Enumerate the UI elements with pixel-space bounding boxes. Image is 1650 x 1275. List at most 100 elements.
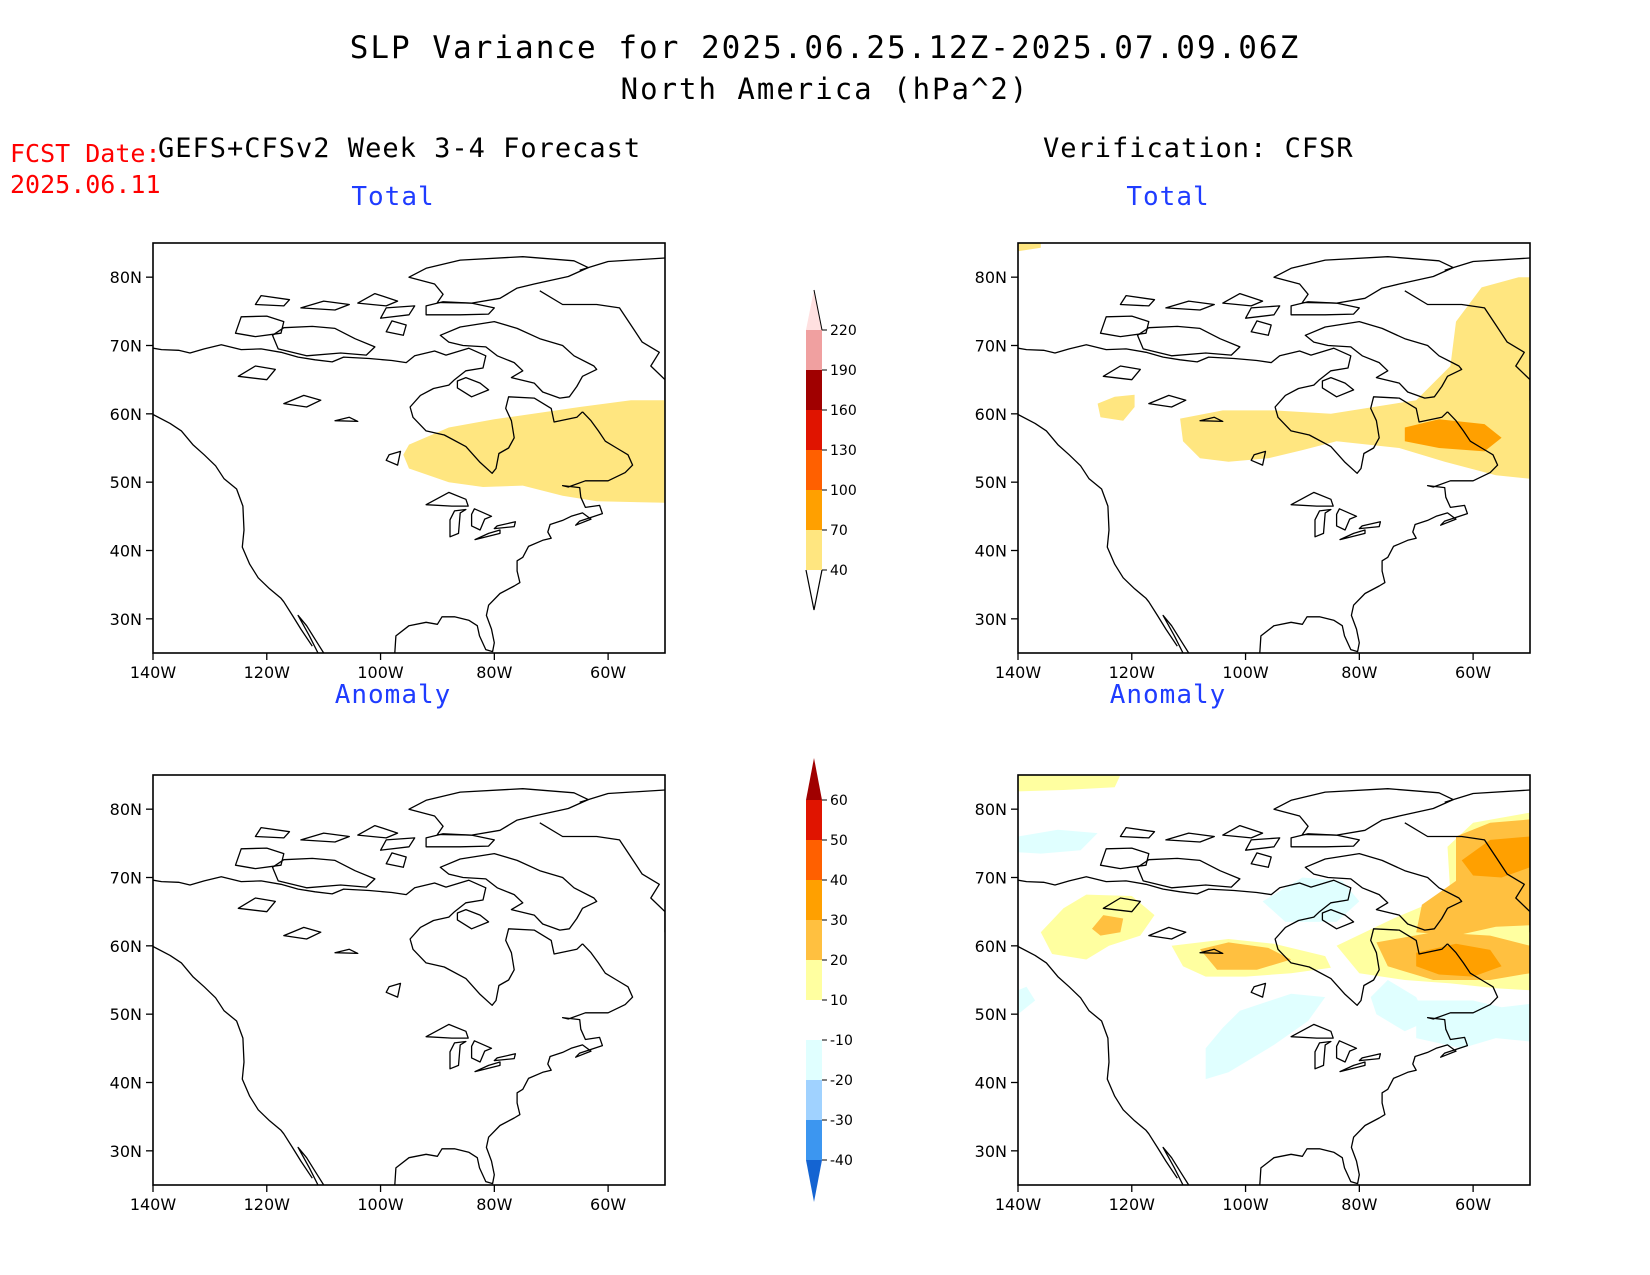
lake-outline xyxy=(425,491,469,507)
greenland-coast xyxy=(1404,290,1530,401)
coastline-gulf-california xyxy=(297,614,325,653)
lake-outline xyxy=(237,897,276,913)
lat-label: 70N xyxy=(975,869,1007,888)
lake-outline xyxy=(1314,1040,1332,1070)
baffin-island xyxy=(439,320,598,399)
arctic-island xyxy=(300,832,350,843)
lat-label: 50N xyxy=(110,1005,142,1024)
coastline-hudson-arctic xyxy=(1018,344,1448,474)
map-frame xyxy=(152,242,666,654)
southampton-island xyxy=(456,376,490,398)
lon-label: 60W xyxy=(590,1195,626,1214)
coastline-hudson-arctic xyxy=(153,876,583,1006)
lake-outline xyxy=(283,926,322,940)
coastline-east xyxy=(394,411,634,653)
lon-label: 100W xyxy=(357,1195,404,1214)
arctic-island xyxy=(1222,824,1264,839)
arctic-island xyxy=(254,826,291,839)
shading-40-70 xyxy=(403,400,665,503)
map-frame xyxy=(1017,774,1531,1186)
shading-20-30 xyxy=(1200,942,1292,970)
shading-minus-10-minus-20 xyxy=(1018,986,1036,1015)
lon-label: 140W xyxy=(130,663,177,682)
ellesmere-island xyxy=(1273,256,1454,304)
arctic-island xyxy=(379,305,416,319)
lat-label: 80N xyxy=(975,268,1007,287)
lake-outline xyxy=(1199,416,1224,423)
devon-island xyxy=(1290,833,1360,848)
lake-outline xyxy=(1339,529,1366,541)
arctic-island xyxy=(1119,826,1156,839)
arctic-island xyxy=(379,837,416,851)
arctic-island xyxy=(385,320,407,336)
lon-label: 60W xyxy=(1455,1195,1491,1214)
lake-outline xyxy=(474,1061,501,1073)
greenland-coast xyxy=(1404,822,1530,933)
lat-label: 70N xyxy=(975,337,1007,356)
lake-outline xyxy=(237,365,276,381)
coastline-hudson-arctic xyxy=(1018,876,1448,1006)
lon-label: 120W xyxy=(1109,1195,1156,1214)
greenland-coast xyxy=(539,822,665,933)
lake-outline xyxy=(385,450,402,466)
verif-anomaly-title: Anomaly xyxy=(1109,680,1227,710)
arctic-island xyxy=(357,292,399,307)
victoria-island xyxy=(271,325,376,357)
lake-outline xyxy=(1102,897,1141,913)
devon-island xyxy=(1290,301,1360,316)
lat-label: 40N xyxy=(975,542,1007,561)
lat-label: 60N xyxy=(110,937,142,956)
lon-label: 80W xyxy=(1341,1195,1377,1214)
arctic-island xyxy=(1222,292,1264,307)
map-content xyxy=(153,256,665,653)
arctic-island xyxy=(1244,837,1281,851)
coastline-west xyxy=(1018,945,1178,1179)
lon-label: 60W xyxy=(1455,663,1491,682)
arctic-island xyxy=(1165,832,1215,843)
coastline-west xyxy=(153,945,313,1179)
devon-island xyxy=(425,833,495,848)
lake-outline xyxy=(1290,491,1334,507)
lat-label: 50N xyxy=(110,473,142,492)
lon-label: 100W xyxy=(1222,663,1269,682)
lat-label: 40N xyxy=(110,1074,142,1093)
lat-label: 60N xyxy=(975,405,1007,424)
greenland-coast xyxy=(539,290,665,401)
lake-outline xyxy=(1250,450,1267,466)
shading-minus-10-minus-20 xyxy=(1018,829,1098,854)
lake-outline xyxy=(1358,521,1382,530)
lat-label: 40N xyxy=(110,542,142,561)
arctic-island xyxy=(254,294,291,307)
arctic-island xyxy=(1119,294,1156,307)
lake-outline xyxy=(334,416,359,423)
map-frame xyxy=(152,774,666,1186)
banks-island xyxy=(234,847,285,870)
lake-outline xyxy=(1199,948,1224,955)
coastline-east xyxy=(1259,943,1499,1185)
lon-label: 140W xyxy=(995,1195,1042,1214)
coastline-gulf-california xyxy=(1162,1146,1190,1185)
arctic-island xyxy=(1244,305,1281,319)
arctic-island xyxy=(1250,320,1272,336)
coastline-east xyxy=(1259,411,1499,653)
lake-outline xyxy=(425,1023,469,1039)
chart-title: SLP Variance for 2025.06.25.12Z-2025.07.… xyxy=(349,30,1301,66)
lon-label: 80W xyxy=(476,663,512,682)
victoria-island xyxy=(1136,857,1241,889)
shading-10-20 xyxy=(1018,775,1121,792)
banks-island xyxy=(1099,315,1150,338)
verification-column-title: Verification: CFSR xyxy=(1043,133,1354,164)
coastline-west xyxy=(1018,413,1178,647)
shading-minus-10-minus-20 xyxy=(1205,993,1326,1080)
verif-total-title: Total xyxy=(1126,182,1210,212)
lake-outline xyxy=(470,508,493,531)
ellesmere-island xyxy=(408,788,589,836)
shading-minus-10-minus-20 xyxy=(1416,1000,1530,1049)
map-content xyxy=(1018,243,1530,653)
lat-label: 70N xyxy=(110,869,142,888)
lat-label: 30N xyxy=(110,610,142,629)
baffin-island xyxy=(1304,320,1463,399)
lake-outline xyxy=(493,1053,517,1062)
